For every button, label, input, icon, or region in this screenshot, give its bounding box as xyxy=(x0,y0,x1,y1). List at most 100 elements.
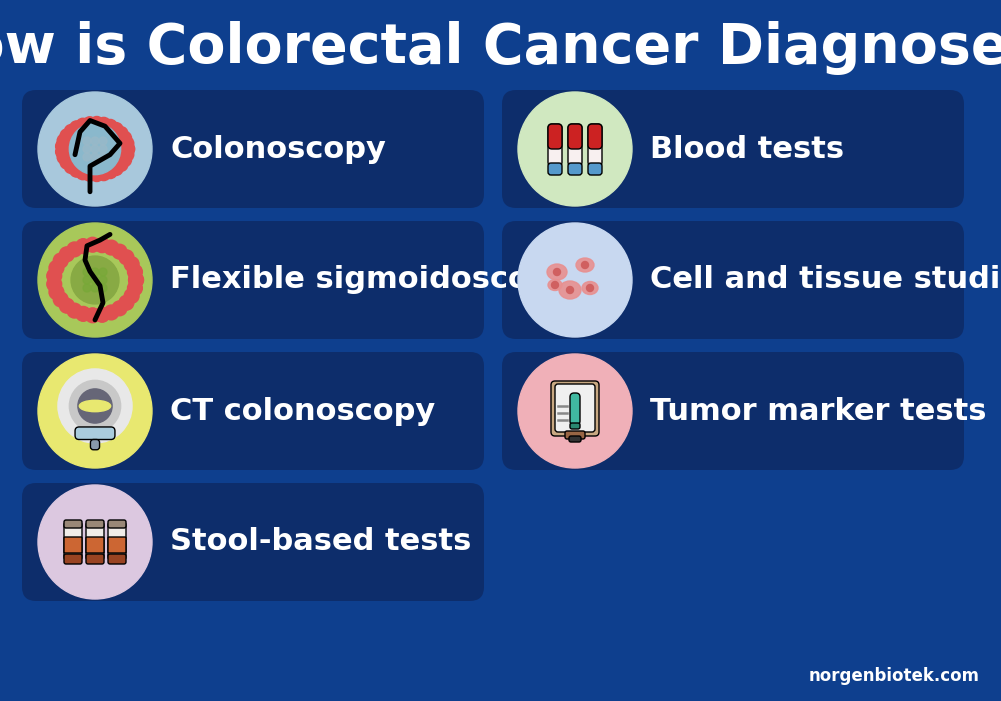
FancyBboxPatch shape xyxy=(64,520,82,528)
Circle shape xyxy=(47,362,143,459)
Circle shape xyxy=(124,257,139,271)
Circle shape xyxy=(119,250,134,265)
Circle shape xyxy=(99,153,107,161)
Circle shape xyxy=(47,494,143,590)
FancyBboxPatch shape xyxy=(502,352,964,470)
Circle shape xyxy=(47,277,62,292)
FancyBboxPatch shape xyxy=(568,163,582,175)
Circle shape xyxy=(83,153,91,161)
FancyBboxPatch shape xyxy=(64,522,82,560)
Circle shape xyxy=(114,158,128,172)
Circle shape xyxy=(124,288,139,304)
Circle shape xyxy=(112,244,127,259)
Circle shape xyxy=(120,137,134,150)
FancyBboxPatch shape xyxy=(551,381,599,436)
Ellipse shape xyxy=(79,400,111,411)
Circle shape xyxy=(119,295,134,310)
Circle shape xyxy=(109,123,123,136)
Text: norgenbiotek.com: norgenbiotek.com xyxy=(809,667,980,685)
Circle shape xyxy=(129,273,143,287)
Circle shape xyxy=(60,156,74,169)
Circle shape xyxy=(104,240,119,255)
Text: Tumor marker tests: Tumor marker tests xyxy=(650,397,987,426)
Circle shape xyxy=(83,137,91,145)
Circle shape xyxy=(47,100,143,198)
Circle shape xyxy=(38,354,152,468)
Circle shape xyxy=(527,100,624,198)
Circle shape xyxy=(69,381,121,432)
Circle shape xyxy=(554,268,561,275)
Circle shape xyxy=(97,117,110,131)
Circle shape xyxy=(91,145,99,153)
FancyBboxPatch shape xyxy=(570,423,580,429)
Circle shape xyxy=(85,308,100,322)
Circle shape xyxy=(60,129,74,142)
Circle shape xyxy=(59,299,74,313)
Circle shape xyxy=(69,123,121,175)
Circle shape xyxy=(99,284,107,292)
Circle shape xyxy=(91,276,99,284)
Circle shape xyxy=(104,305,119,320)
Circle shape xyxy=(83,145,91,153)
Circle shape xyxy=(83,168,96,181)
Circle shape xyxy=(120,148,134,161)
Circle shape xyxy=(56,145,69,158)
Circle shape xyxy=(47,268,62,283)
FancyBboxPatch shape xyxy=(108,520,126,528)
Circle shape xyxy=(114,127,128,140)
Circle shape xyxy=(118,131,131,145)
Ellipse shape xyxy=(582,282,598,294)
Circle shape xyxy=(552,282,559,289)
FancyBboxPatch shape xyxy=(22,221,484,339)
FancyBboxPatch shape xyxy=(548,124,562,149)
Circle shape xyxy=(527,231,624,329)
Circle shape xyxy=(57,134,71,148)
Circle shape xyxy=(99,145,107,153)
Circle shape xyxy=(53,253,68,268)
Ellipse shape xyxy=(548,280,562,290)
FancyBboxPatch shape xyxy=(86,537,104,553)
Circle shape xyxy=(99,268,107,276)
Circle shape xyxy=(91,153,99,161)
FancyBboxPatch shape xyxy=(108,522,126,560)
Circle shape xyxy=(129,273,143,287)
FancyBboxPatch shape xyxy=(22,352,484,470)
FancyBboxPatch shape xyxy=(108,554,126,564)
Circle shape xyxy=(95,308,109,322)
Circle shape xyxy=(527,362,624,459)
FancyBboxPatch shape xyxy=(502,221,964,339)
Circle shape xyxy=(91,137,99,145)
Circle shape xyxy=(76,118,90,132)
Circle shape xyxy=(127,264,142,279)
Circle shape xyxy=(85,238,100,252)
FancyBboxPatch shape xyxy=(569,436,581,442)
FancyBboxPatch shape xyxy=(588,163,602,175)
Circle shape xyxy=(70,163,83,177)
FancyBboxPatch shape xyxy=(64,537,82,553)
Circle shape xyxy=(49,261,64,275)
Circle shape xyxy=(121,142,134,156)
Circle shape xyxy=(53,292,68,307)
FancyBboxPatch shape xyxy=(555,384,595,432)
Circle shape xyxy=(83,284,91,292)
Circle shape xyxy=(97,167,110,181)
FancyBboxPatch shape xyxy=(548,124,562,166)
Circle shape xyxy=(109,162,123,175)
Circle shape xyxy=(518,223,632,337)
Circle shape xyxy=(99,276,107,284)
Circle shape xyxy=(90,168,104,182)
Circle shape xyxy=(38,485,152,599)
FancyBboxPatch shape xyxy=(75,427,115,440)
FancyBboxPatch shape xyxy=(588,124,602,166)
FancyBboxPatch shape xyxy=(568,124,582,166)
Circle shape xyxy=(91,284,99,292)
Text: Colonoscopy: Colonoscopy xyxy=(170,135,385,163)
Circle shape xyxy=(518,92,632,206)
FancyBboxPatch shape xyxy=(570,393,580,425)
Circle shape xyxy=(64,125,78,138)
Circle shape xyxy=(58,369,132,443)
Circle shape xyxy=(57,151,71,164)
Circle shape xyxy=(112,301,127,315)
Circle shape xyxy=(83,268,91,276)
Circle shape xyxy=(78,389,112,423)
